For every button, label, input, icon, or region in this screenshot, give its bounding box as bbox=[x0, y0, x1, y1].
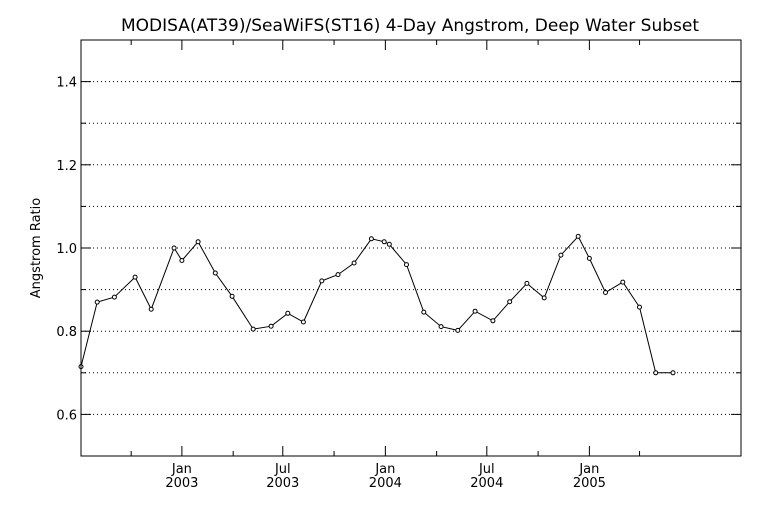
data-point bbox=[575, 233, 581, 239]
x-tick-label-month: Jan bbox=[578, 462, 599, 477]
data-points bbox=[78, 233, 676, 376]
y-axis-label: Angstrom Ratio bbox=[29, 198, 44, 298]
data-point bbox=[653, 370, 659, 376]
data-point bbox=[404, 262, 409, 268]
data-point bbox=[171, 245, 177, 251]
data-point bbox=[250, 326, 256, 332]
data-point bbox=[319, 278, 325, 284]
grid bbox=[81, 81, 741, 415]
data-point bbox=[438, 324, 444, 330]
y-tick-label: 0.6 bbox=[56, 408, 77, 423]
y-tick-label: 0.8 bbox=[56, 325, 77, 340]
data-point bbox=[541, 295, 547, 301]
x-tick-label-year: 2003 bbox=[266, 476, 299, 491]
data-point bbox=[195, 239, 201, 245]
series-line bbox=[80, 235, 673, 374]
x-tick-label-month: Jul bbox=[274, 462, 291, 477]
data-point bbox=[670, 370, 676, 376]
data-point bbox=[94, 299, 100, 305]
x-tick-label-year: 2004 bbox=[470, 476, 503, 491]
y-tick-label: 1.2 bbox=[56, 159, 77, 174]
data-point bbox=[300, 319, 306, 325]
data-point bbox=[490, 318, 496, 324]
x-tick-label-year: 2003 bbox=[165, 476, 198, 491]
data-point bbox=[368, 236, 374, 242]
x-tick-label-month: Jan bbox=[171, 462, 192, 477]
data-point bbox=[268, 323, 274, 329]
x-tick-label-month: Jul bbox=[478, 462, 495, 477]
x-tick-label-year: 2005 bbox=[573, 476, 606, 491]
data-point bbox=[421, 309, 427, 315]
data-point bbox=[620, 279, 626, 285]
ticks bbox=[81, 40, 741, 456]
data-point bbox=[603, 290, 608, 295]
y-tick-label: 1.4 bbox=[56, 76, 77, 91]
data-point bbox=[472, 308, 478, 314]
data-point bbox=[386, 241, 392, 247]
data-point bbox=[524, 280, 530, 286]
x-tick-label-month: Jan bbox=[374, 462, 395, 477]
data-point bbox=[351, 260, 357, 266]
data-point bbox=[111, 294, 117, 300]
data-point bbox=[285, 310, 291, 316]
plot-frame bbox=[80, 39, 742, 457]
tick-labels: 0.60.81.01.21.4Jan2003Jul2003Jan2004Jul2… bbox=[56, 76, 606, 491]
data-point bbox=[229, 293, 235, 299]
data-point bbox=[132, 274, 138, 280]
data-point bbox=[179, 258, 185, 263]
data-point bbox=[507, 299, 513, 305]
data-point bbox=[148, 306, 154, 312]
data-point bbox=[558, 252, 564, 258]
x-tick-label-year: 2004 bbox=[369, 476, 402, 491]
data-point bbox=[586, 255, 592, 261]
y-tick-label: 1.0 bbox=[56, 242, 77, 257]
data-point bbox=[381, 239, 387, 245]
data-point bbox=[335, 272, 341, 278]
chart-title: MODISA(AT39)/SeaWiFS(ST16) 4-Day Angstro… bbox=[121, 16, 699, 36]
data-point bbox=[212, 270, 218, 276]
data-point bbox=[455, 327, 461, 333]
data-point bbox=[637, 304, 642, 310]
